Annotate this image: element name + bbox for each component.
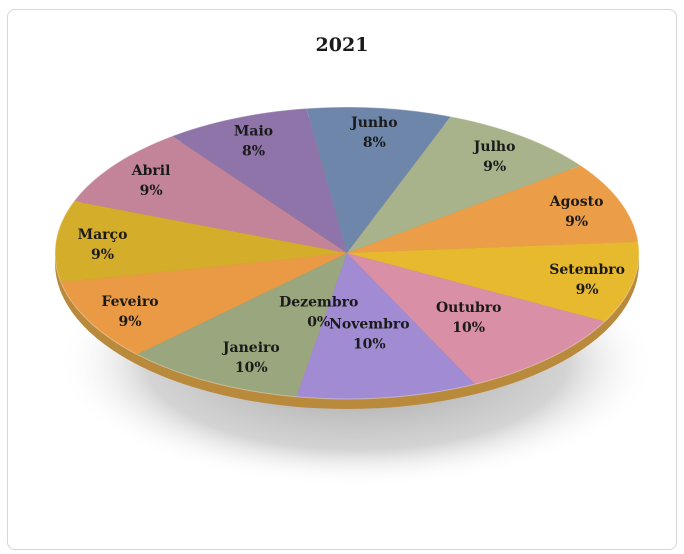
data-label-value: 8%: [363, 135, 386, 151]
pie-slice-janeiro: [136, 253, 347, 397]
data-label-feveiro: Feveiro 9%: [101, 294, 158, 330]
data-label-name: Abril: [131, 163, 171, 179]
data-label-name: Março: [78, 227, 128, 243]
pie-slice-marco: [54, 201, 347, 283]
pie-slice-junho: [306, 106, 451, 253]
data-label-abril: Abril 9%: [131, 163, 171, 199]
data-label-janeiro: Janeiro 10%: [221, 340, 280, 376]
data-label-value: 10%: [353, 337, 386, 353]
pie-slice-julho: [347, 116, 581, 254]
chart-title: 2021: [315, 34, 369, 56]
data-label-outubro: Outubro 10%: [436, 300, 502, 336]
data-label-value: 9%: [91, 247, 114, 263]
pie-slice-maio: [172, 108, 347, 253]
data-label-name: Junho: [349, 115, 398, 131]
data-label-junho: Junho 8%: [349, 115, 398, 151]
pie-rim: [54, 106, 640, 400]
pie-slice-novembro: [296, 253, 476, 399]
data-label-name: Outubro: [436, 300, 502, 316]
data-label-name: Maio: [234, 124, 273, 140]
data-label-value: 10%: [235, 360, 268, 376]
pie-slice-outubro: [347, 253, 605, 385]
data-label-name: Dezembro: [279, 295, 358, 311]
data-label-name: Agosto: [549, 194, 604, 210]
data-label-name: Feveiro: [101, 294, 158, 310]
data-label-name: Janeiro: [221, 340, 280, 356]
data-label-value: 0%: [307, 315, 330, 331]
data-label-novembro: Novembro 10%: [329, 317, 410, 353]
data-label-value: 9%: [483, 159, 506, 175]
data-label-maio: Maio 8%: [234, 124, 273, 160]
pie-slice-abril: [74, 136, 348, 253]
data-label-julho: Julho 9%: [472, 139, 516, 175]
data-label-agosto: Agosto 9%: [549, 194, 604, 230]
data-label-value: 10%: [452, 320, 485, 336]
data-label-name: Setembro: [549, 262, 625, 278]
data-label-dezembro: Dezembro 0%: [279, 295, 358, 331]
pie-slice-feveiro: [60, 253, 348, 355]
data-label-name: Novembro: [329, 317, 410, 333]
data-label-marco: Março 9%: [78, 227, 128, 263]
data-label-name: Julho: [472, 139, 516, 155]
pie-slice-setembro: [347, 241, 639, 322]
data-label-value: 9%: [576, 282, 599, 298]
pie-slice-agosto: [347, 165, 639, 253]
data-label-value: 9%: [119, 314, 142, 330]
data-label-setembro: Setembro 9%: [549, 262, 625, 298]
data-label-value: 9%: [140, 183, 163, 199]
data-label-value: 9%: [565, 214, 588, 230]
data-label-value: 8%: [242, 144, 265, 160]
